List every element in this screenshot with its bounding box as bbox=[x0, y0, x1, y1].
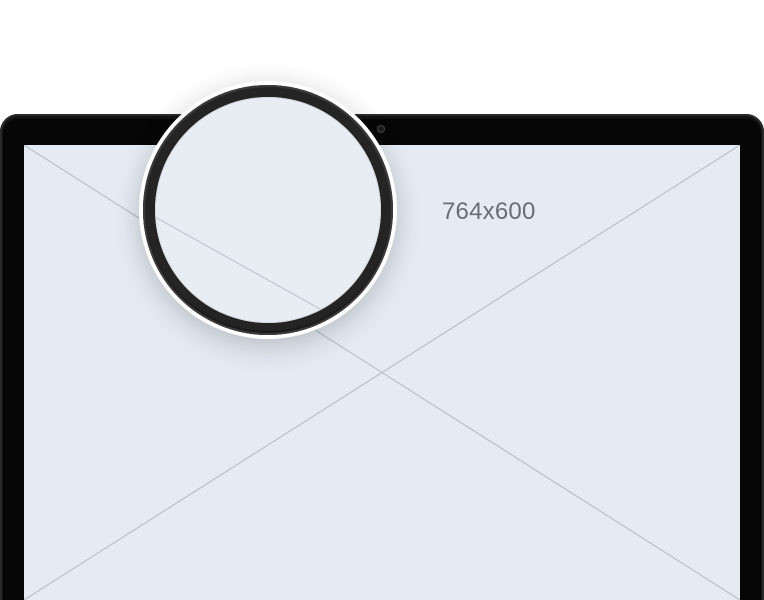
magnifier-icon bbox=[139, 81, 397, 339]
image-size-label: 764x600 bbox=[442, 198, 536, 225]
magnified-placeholder-line bbox=[155, 216, 346, 323]
camera-icon bbox=[377, 125, 385, 133]
magnifier-lens bbox=[155, 97, 381, 323]
magnified-diagonal bbox=[155, 216, 346, 323]
placeholder-diagonal-b bbox=[24, 145, 740, 600]
